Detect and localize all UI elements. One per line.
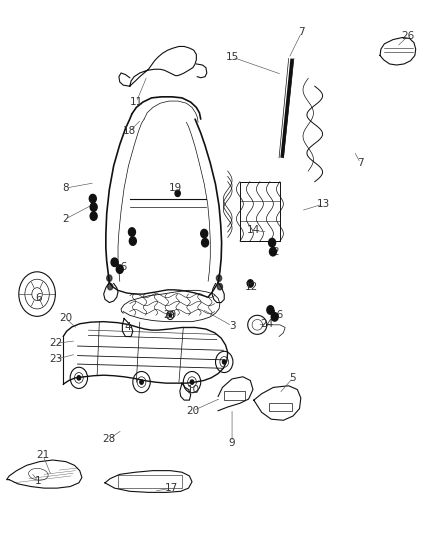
Circle shape — [169, 314, 172, 317]
Text: 26: 26 — [402, 31, 415, 41]
Circle shape — [108, 284, 113, 290]
Text: 5: 5 — [290, 373, 296, 383]
Text: 28: 28 — [102, 434, 116, 444]
Text: 2: 2 — [63, 214, 69, 224]
Circle shape — [116, 265, 123, 273]
Circle shape — [107, 275, 112, 281]
Text: 20: 20 — [59, 313, 72, 324]
Circle shape — [140, 380, 143, 384]
Text: 7: 7 — [298, 27, 305, 37]
Text: 10: 10 — [186, 384, 199, 394]
Text: 16: 16 — [114, 262, 128, 271]
Text: 23: 23 — [49, 354, 63, 364]
Circle shape — [223, 360, 226, 364]
Text: 22: 22 — [49, 338, 63, 349]
Text: 9: 9 — [229, 438, 235, 448]
Text: 20: 20 — [186, 406, 199, 416]
Circle shape — [271, 313, 278, 321]
Text: 24: 24 — [260, 319, 273, 329]
Bar — [224, 391, 245, 400]
Text: 3: 3 — [229, 321, 235, 331]
Circle shape — [201, 229, 208, 238]
Bar — [269, 403, 292, 411]
Circle shape — [190, 380, 194, 384]
Bar — [240, 182, 280, 241]
Circle shape — [89, 195, 96, 203]
Circle shape — [247, 280, 253, 287]
Circle shape — [268, 238, 276, 247]
Text: 15: 15 — [226, 52, 239, 62]
Circle shape — [217, 284, 223, 290]
Circle shape — [175, 190, 180, 197]
Circle shape — [216, 275, 222, 281]
Text: 14: 14 — [247, 225, 261, 236]
Text: 29: 29 — [164, 310, 177, 320]
Text: 21: 21 — [36, 450, 49, 460]
Text: 18: 18 — [123, 126, 136, 136]
Circle shape — [111, 258, 118, 266]
Text: 8: 8 — [63, 183, 69, 193]
Circle shape — [77, 376, 81, 380]
Text: 19: 19 — [169, 183, 182, 193]
Circle shape — [267, 306, 274, 314]
Text: 7: 7 — [357, 158, 364, 168]
Circle shape — [201, 238, 208, 247]
Text: 12: 12 — [245, 281, 258, 292]
Text: 17: 17 — [165, 483, 178, 493]
Text: 1: 1 — [35, 477, 42, 486]
Circle shape — [269, 247, 276, 256]
Text: 16: 16 — [271, 310, 284, 320]
Text: 2: 2 — [272, 247, 279, 257]
Text: 6: 6 — [35, 293, 42, 303]
Text: 11: 11 — [130, 97, 143, 107]
Text: 13: 13 — [317, 199, 330, 209]
Circle shape — [128, 228, 135, 236]
Bar — [118, 475, 183, 488]
Circle shape — [90, 203, 97, 212]
Circle shape — [129, 237, 136, 245]
Circle shape — [90, 212, 97, 220]
Text: 4: 4 — [124, 322, 131, 333]
